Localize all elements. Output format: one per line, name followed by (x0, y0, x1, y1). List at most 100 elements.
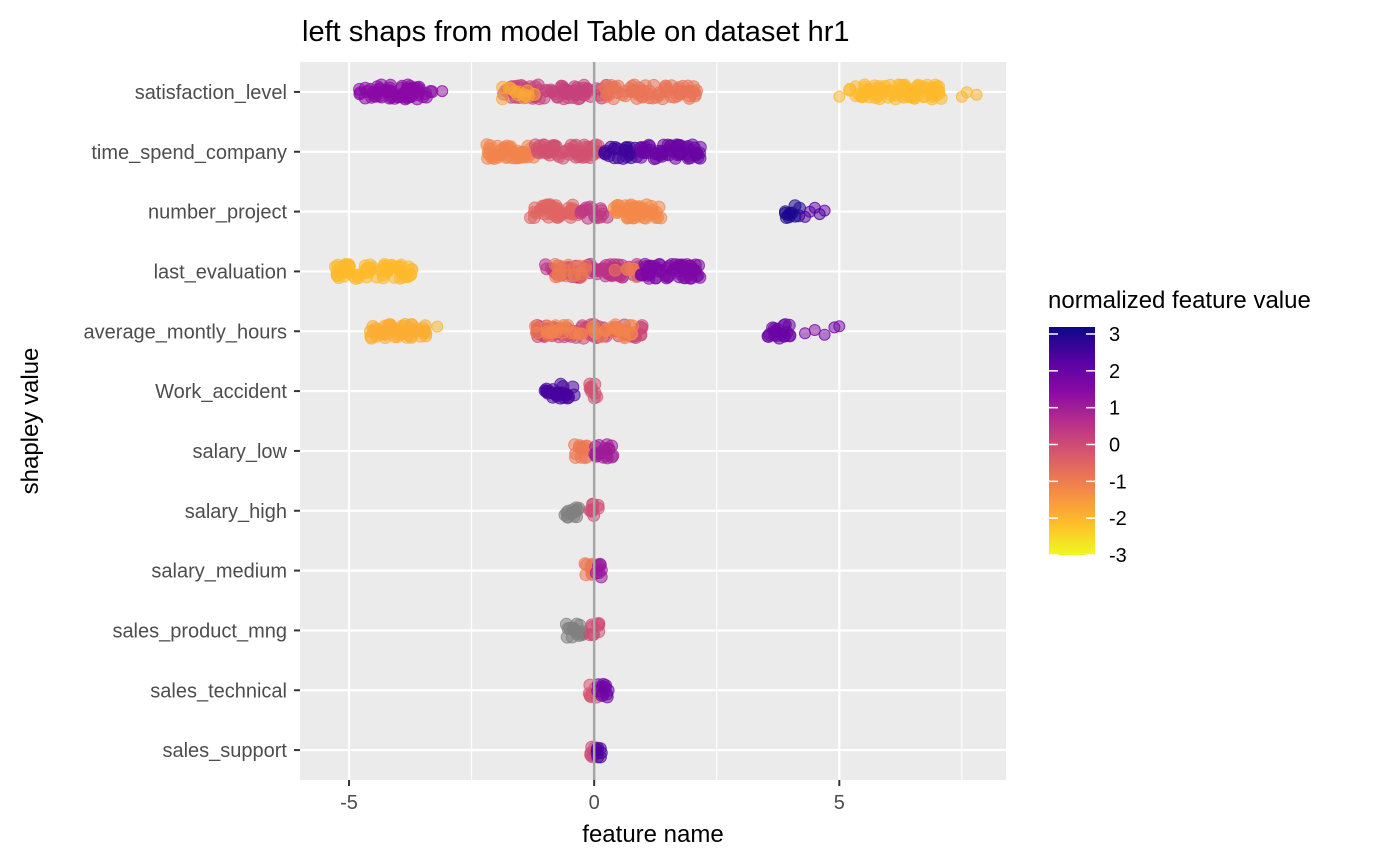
data-point (621, 263, 635, 277)
y-tick-label: salary_medium (151, 561, 287, 583)
data-point (635, 141, 649, 155)
data-point (557, 86, 571, 100)
data-point (597, 263, 611, 277)
data-point (600, 687, 614, 701)
data-point (518, 88, 532, 102)
data-point (670, 138, 684, 152)
data-point (545, 326, 559, 340)
data-point-outlier (970, 88, 983, 101)
data-point-outlier (803, 205, 816, 218)
data-point-outlier (833, 90, 846, 103)
y-tick-label: time_spend_company (91, 142, 287, 164)
data-point (581, 84, 595, 98)
data-point (612, 200, 626, 214)
data-point (690, 269, 703, 283)
data-point (655, 149, 669, 163)
legend-tick-label: 3 (1109, 324, 1120, 346)
legend-colorbar (1049, 327, 1095, 555)
x-axis-title: feature name (582, 821, 723, 848)
y-axis: satisfaction_level time_spend_companynumb… (84, 82, 300, 762)
data-point (594, 210, 608, 224)
legend-tick-label: -1 (1109, 471, 1127, 493)
data-point (572, 150, 586, 164)
data-point (585, 320, 599, 334)
data-point (380, 320, 394, 334)
data-point (662, 269, 676, 283)
data-point-outlier (960, 86, 973, 99)
x-axis: -5 0 5 (340, 780, 845, 814)
data-point (590, 746, 604, 760)
data-point (481, 145, 495, 159)
data-point (635, 205, 649, 219)
data-points (329, 78, 983, 764)
plot-panel (300, 62, 1006, 780)
legend-tick-group: 3 2 1 0 -1 -2 -3 (1049, 324, 1127, 567)
data-point (574, 206, 588, 220)
data-point (385, 258, 399, 272)
data-point (678, 262, 692, 276)
data-point (609, 318, 622, 332)
data-point (665, 258, 679, 271)
data-point (623, 319, 637, 332)
data-point (652, 200, 666, 214)
data-point (360, 270, 374, 284)
data-point (425, 85, 439, 99)
data-point (653, 258, 667, 271)
legend-tick-label: 0 (1109, 435, 1120, 457)
data-point (580, 558, 594, 572)
data-point-outlier (808, 324, 821, 336)
data-point (592, 618, 606, 632)
data-point (687, 80, 701, 94)
y-tick-label: salary_high (185, 501, 287, 523)
data-point-outlier (813, 208, 826, 221)
data-point (607, 142, 621, 156)
data-point (540, 385, 554, 399)
data-point (530, 142, 544, 156)
x-tick-label: 5 (834, 792, 845, 814)
x-tick-label: -5 (340, 792, 358, 814)
data-point (567, 388, 581, 402)
data-point (517, 150, 531, 164)
data-point (682, 91, 696, 105)
y-tick-label: salary_low (193, 441, 288, 463)
legend-tick-label: 1 (1109, 398, 1120, 420)
data-point (367, 324, 381, 338)
data-point-outlier (833, 320, 846, 333)
data-point (496, 92, 509, 106)
data-point (334, 260, 348, 274)
y-tick-label: sales_technical (150, 680, 287, 702)
data-point-outlier (818, 328, 831, 341)
data-point (932, 87, 946, 101)
y-tick-label: sales_product_mng (112, 620, 287, 642)
data-point (411, 324, 425, 338)
data-point (394, 325, 408, 339)
y-tick-label: sales_support (162, 740, 287, 762)
data-point (843, 82, 857, 96)
y-tick-label: Work_accident (155, 381, 287, 403)
data-point (766, 321, 780, 335)
data-point (610, 86, 624, 99)
data-point (400, 91, 414, 105)
legend-tick-label: 2 (1109, 361, 1120, 383)
data-point (567, 261, 581, 275)
data-point (549, 270, 563, 284)
y-tick-label: number_project (148, 202, 287, 224)
data-point (491, 139, 505, 153)
data-point (547, 140, 561, 154)
y-tick-label: satisfaction_level (135, 82, 287, 104)
chart-title: left shaps from model Table on dataset h… (302, 16, 850, 48)
y-tick-label: average_montly_hours (84, 321, 287, 343)
legend-title: normalized feature value (1048, 287, 1311, 314)
data-point (496, 80, 510, 94)
data-point (528, 205, 541, 219)
data-point (353, 82, 366, 96)
legend-tick-label: -3 (1109, 545, 1127, 567)
data-point (861, 83, 875, 97)
data-point (638, 257, 652, 271)
legend-tick-label: -2 (1109, 508, 1127, 530)
data-point (567, 509, 581, 523)
data-point (569, 624, 583, 638)
data-point (605, 439, 619, 453)
data-point (573, 439, 587, 453)
